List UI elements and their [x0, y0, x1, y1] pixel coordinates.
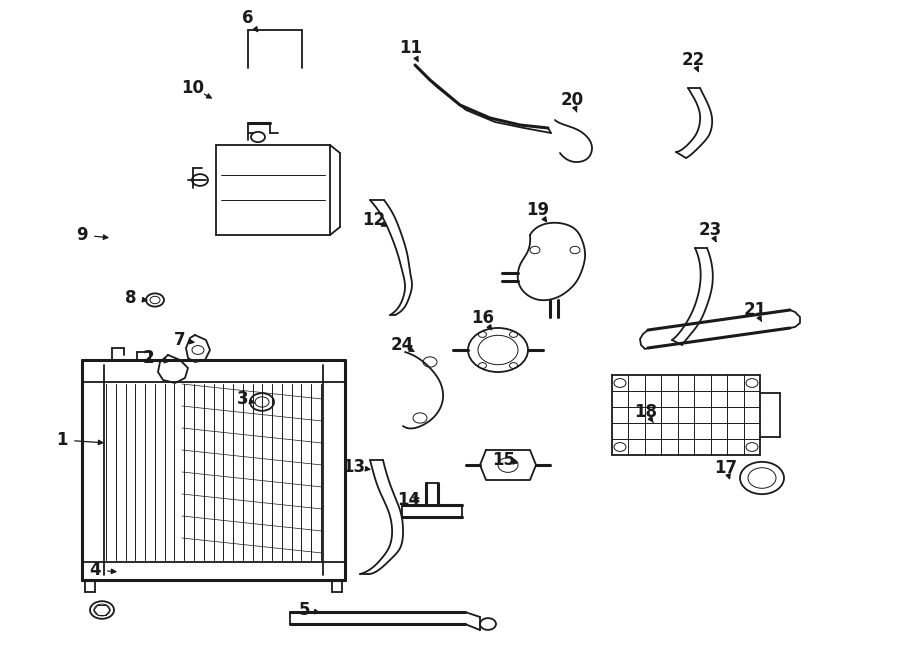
Text: 12: 12 [363, 211, 385, 229]
Text: 19: 19 [526, 201, 550, 219]
Text: 20: 20 [561, 91, 583, 109]
Text: 21: 21 [743, 301, 767, 319]
Text: 2: 2 [142, 349, 154, 367]
Text: 5: 5 [299, 601, 310, 619]
Text: 14: 14 [398, 491, 420, 509]
Text: 1: 1 [56, 431, 68, 449]
Text: 15: 15 [492, 451, 516, 469]
Text: 23: 23 [698, 221, 722, 239]
Text: 22: 22 [681, 51, 705, 69]
Text: 7: 7 [175, 331, 185, 349]
Text: 13: 13 [342, 458, 365, 476]
Text: 18: 18 [634, 403, 658, 421]
Text: 9: 9 [76, 226, 88, 244]
Text: 8: 8 [125, 289, 137, 307]
Text: 16: 16 [472, 309, 494, 327]
Text: 6: 6 [242, 9, 254, 27]
Text: 3: 3 [238, 390, 248, 408]
Text: 17: 17 [715, 459, 738, 477]
Text: 11: 11 [400, 39, 422, 57]
Text: 4: 4 [89, 561, 101, 579]
Text: 24: 24 [391, 336, 414, 354]
Text: 10: 10 [182, 79, 204, 97]
